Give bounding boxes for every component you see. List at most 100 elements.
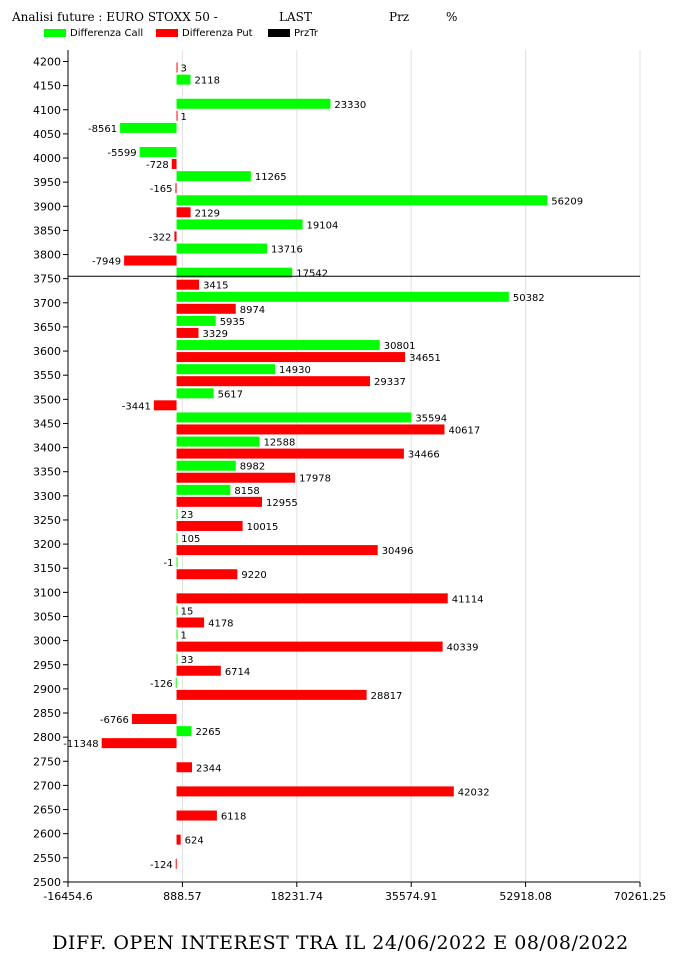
y-tick-label: 3500 xyxy=(33,393,61,406)
put-value-label: 30496 xyxy=(382,546,414,557)
put-bar xyxy=(176,762,193,773)
put-value-label: 40339 xyxy=(447,643,479,654)
y-tick-label: 3250 xyxy=(33,514,61,527)
y-tick-label: 3450 xyxy=(33,417,61,430)
put-bar xyxy=(176,110,178,121)
legend-call-swatch xyxy=(44,29,66,37)
legend-put-label: Differenza Put xyxy=(182,28,253,39)
call-value-label: 56209 xyxy=(551,196,583,207)
x-tick-label: 35574.91 xyxy=(385,890,438,903)
put-bar xyxy=(176,520,243,531)
put-bar xyxy=(176,279,200,290)
put-bar xyxy=(101,738,177,749)
put-value-label: -728 xyxy=(146,160,169,171)
y-tick-label: 3750 xyxy=(33,273,61,286)
y-tick-label: 3100 xyxy=(33,586,61,599)
put-bar xyxy=(153,400,177,411)
put-bar xyxy=(176,303,236,314)
x-tick-label: 18231.74 xyxy=(271,890,324,903)
put-bar xyxy=(176,617,205,628)
y-tick-label: 2900 xyxy=(33,683,61,696)
y-tick-label: 3850 xyxy=(33,224,61,237)
call-value-label: 2265 xyxy=(195,727,220,738)
put-bar xyxy=(124,255,177,266)
call-bar xyxy=(176,557,178,568)
put-bar xyxy=(176,352,406,363)
x-tick-label: 52918.08 xyxy=(499,890,552,903)
put-bar xyxy=(176,62,178,73)
y-tick-label: 2800 xyxy=(33,731,61,744)
legend-put: Differenza Put xyxy=(156,28,253,39)
put-value-label: 34466 xyxy=(408,450,440,461)
put-value-label: 9220 xyxy=(241,570,266,581)
call-bar xyxy=(176,98,331,109)
call-bar xyxy=(176,653,178,664)
call-value-label: 23 xyxy=(181,510,194,521)
put-bar xyxy=(176,424,445,435)
put-bar xyxy=(176,593,448,604)
put-value-label: -6766 xyxy=(100,715,129,726)
put-value-label: 3329 xyxy=(202,329,227,340)
x-tick-label: 70261.25 xyxy=(614,890,667,903)
put-value-label: 40617 xyxy=(448,425,480,436)
put-value-label: 2344 xyxy=(196,763,221,774)
legend-prztr-label: PrzTr xyxy=(294,28,318,39)
put-bar xyxy=(171,159,177,170)
call-value-label: -1 xyxy=(164,558,174,569)
y-tick-label: 2550 xyxy=(33,852,61,865)
call-bar xyxy=(139,147,177,158)
y-tick-label: 4000 xyxy=(33,152,61,165)
y-tick-label: 4200 xyxy=(33,56,61,69)
put-value-label: 8974 xyxy=(240,305,265,316)
call-value-label: 35594 xyxy=(415,413,447,424)
call-bar xyxy=(176,484,231,495)
y-tick-label: 4050 xyxy=(33,128,61,141)
y-tick-label: 3350 xyxy=(33,466,61,479)
y-tick-label: 2850 xyxy=(33,707,61,720)
legend-prztr: PrzTr xyxy=(268,28,318,39)
put-value-label: 12955 xyxy=(266,498,298,509)
x-tick-label: -16454.6 xyxy=(43,890,92,903)
call-value-label: 1 xyxy=(181,631,187,642)
y-tick-label: 3150 xyxy=(33,562,61,575)
put-value-label: 10015 xyxy=(247,522,279,533)
legend-prztr-swatch xyxy=(268,29,290,37)
y-tick-label: 2950 xyxy=(33,659,61,672)
call-value-label: 13716 xyxy=(271,245,303,256)
call-value-label: 50382 xyxy=(513,293,545,304)
call-bar xyxy=(176,533,178,544)
call-bar xyxy=(176,267,293,278)
y-tick-label: 3950 xyxy=(33,176,61,189)
put-value-label: 3 xyxy=(181,64,187,75)
put-bar xyxy=(176,472,296,483)
put-bar xyxy=(176,689,367,700)
call-bar xyxy=(175,677,177,688)
call-bar xyxy=(176,388,214,399)
put-value-label: -7949 xyxy=(92,257,121,268)
chart-caption: DIFF. OPEN INTEREST TRA IL 24/06/2022 E … xyxy=(52,932,629,954)
put-value-label: -165 xyxy=(150,184,173,195)
call-value-label: 5617 xyxy=(218,389,243,400)
call-bar xyxy=(176,195,548,206)
call-bar xyxy=(176,219,303,230)
y-tick-label: 2650 xyxy=(33,804,61,817)
y-tick-label: 2750 xyxy=(33,755,61,768)
call-value-label: -5599 xyxy=(108,148,137,159)
y-tick-label: 3650 xyxy=(33,321,61,334)
put-value-label: 41114 xyxy=(452,594,484,605)
y-tick-label: 3800 xyxy=(33,249,61,262)
put-bar xyxy=(176,496,262,507)
call-bar xyxy=(176,412,412,423)
put-bar xyxy=(176,834,181,845)
y-tick-label: 4150 xyxy=(33,80,61,93)
put-bar xyxy=(175,858,177,869)
call-value-label: 19104 xyxy=(307,220,339,231)
put-value-label: 17978 xyxy=(299,474,331,485)
x-tick-label: 888.57 xyxy=(163,890,202,903)
call-value-label: 8982 xyxy=(240,462,265,473)
call-value-label: 30801 xyxy=(384,341,416,352)
call-bar xyxy=(176,340,380,351)
call-bar xyxy=(176,171,251,182)
call-value-label: 23330 xyxy=(334,100,366,111)
chart-header: Analisi future : EURO STOXX 50 - LAST Pr… xyxy=(0,0,681,44)
